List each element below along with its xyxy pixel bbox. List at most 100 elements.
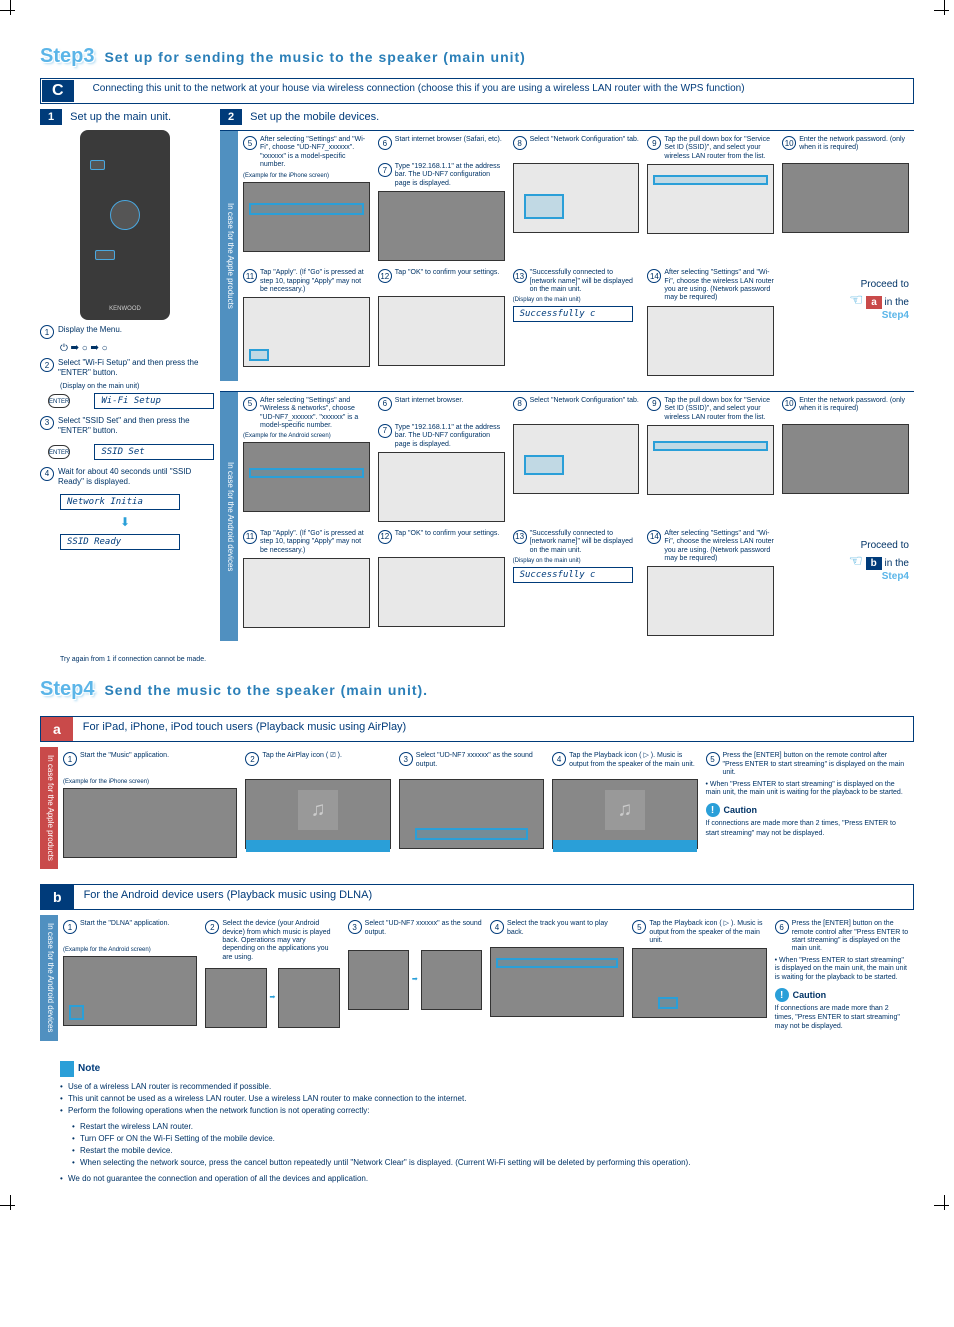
- step-text: After selecting "Settings" and "Wireless…: [260, 397, 370, 431]
- step-number-icon: 13: [513, 269, 527, 283]
- step-cell: 12Tap "OK" to confirm your settings.: [378, 530, 505, 637]
- step-number-icon: 10: [782, 136, 796, 150]
- step4-header: Step4 Send the music to the speaker (mai…: [40, 678, 914, 701]
- remote-illustration: [80, 130, 170, 320]
- step-text: After selecting "Settings" and "Wi-Fi", …: [664, 269, 774, 303]
- step-number-icon: 1: [63, 920, 77, 934]
- mock-screen: [378, 452, 505, 522]
- note-list: Use of a wireless LAN router is recommen…: [60, 1081, 894, 1117]
- crop-mark: [934, 1195, 954, 1215]
- step-text: Select "Network Configuration" tab.: [530, 136, 639, 160]
- mock-screen: [245, 779, 390, 849]
- step-text: Start the "DLNA" application.: [80, 920, 169, 944]
- step-cell: 3Select "UD-NF7 xxxxxx" as the sound out…: [348, 920, 482, 1031]
- step-cell: 12Tap "OK" to confirm your settings.: [378, 269, 505, 376]
- step-number-icon: 2: [245, 752, 259, 766]
- step-number-icon: 2: [205, 920, 219, 934]
- play-bar: [246, 840, 389, 852]
- step-cell: 9Tap the pull down box for "Service Set …: [647, 136, 774, 261]
- caution-text: If connections are made more than 2 time…: [706, 819, 910, 837]
- highlight: [524, 455, 564, 475]
- highlight: [249, 203, 364, 215]
- note-section: Note Use of a wireless LAN router is rec…: [40, 1061, 914, 1185]
- section-c-desc: Connecting this unit to the network at y…: [85, 79, 913, 103]
- proceed-label: Proceed to: [782, 540, 909, 551]
- section-c-header: C Connecting this unit to the network at…: [40, 78, 914, 104]
- example-label: (Example for the iPhone screen): [63, 779, 237, 785]
- note-sub-item: When selecting the network source, press…: [72, 1157, 894, 1169]
- s4b-letter: b: [41, 885, 74, 909]
- display-label: (Display on the main unit): [513, 297, 640, 303]
- s4b-tab: In case for the Android devices: [40, 915, 58, 1040]
- step4-mini: Step4: [882, 571, 909, 582]
- step-cell: 6Start internet browser (Safari, etc). 7…: [378, 136, 505, 261]
- step-text: Enter the network password. (only when i…: [799, 136, 909, 160]
- step-number-icon: 7: [378, 163, 392, 177]
- step-text: Type "192.168.1.1" at the address bar. T…: [395, 163, 505, 188]
- display-label: (Display on the main unit): [60, 383, 210, 390]
- step4-badge: Step4: [40, 678, 94, 701]
- mock-screen: [378, 191, 505, 261]
- mock-screen: [399, 779, 544, 849]
- step4a-section: a For iPad, iPhone, iPod touch users (Pl…: [40, 716, 914, 869]
- note-sub-item: Restart the wireless LAN router.: [72, 1121, 894, 1133]
- mock-screen: [782, 424, 909, 494]
- step-number-icon: 3: [348, 920, 362, 934]
- mock-screen: [647, 164, 774, 234]
- caution-icon: !: [706, 803, 720, 817]
- highlight: [249, 468, 364, 478]
- step-cell: 1Start the "Music" application. (Example…: [63, 752, 237, 858]
- step-number-icon: 8: [513, 136, 527, 150]
- step-cell: 1Start the "DLNA" application. (Example …: [63, 920, 197, 1031]
- note-sub-item: Restart the mobile device.: [72, 1145, 894, 1157]
- step3-header: Step3 Set up for sending the music to th…: [40, 45, 914, 68]
- proceed-label: Proceed to: [782, 279, 909, 290]
- highlight: [653, 175, 768, 185]
- left-column: 1 Set up the main unit. 1 Display the Me…: [40, 104, 210, 651]
- step4-title: Send the music to the speaker (main unit…: [104, 682, 428, 698]
- step-text: Tap the Playback icon ( ▷ ). Music is ou…: [649, 920, 766, 945]
- mock-screen: [63, 956, 197, 1026]
- step-number-icon: 3: [40, 416, 54, 430]
- instruction-4: 4 Wait for about 40 seconds until "SSID …: [40, 467, 210, 488]
- sub1-header: 1 Set up the main unit.: [40, 109, 210, 125]
- caution-box: !Caution If connections are made more th…: [775, 988, 909, 1031]
- example-label: (Example for the Android screen): [243, 433, 370, 439]
- mock-screen: [63, 788, 237, 858]
- mock-screen: [243, 297, 370, 367]
- step-text: Tap the AirPlay icon ( ⎚ ).: [262, 752, 342, 776]
- s4a-title: For iPad, iPhone, iPod touch users (Play…: [73, 717, 416, 741]
- mock-screen: [552, 779, 697, 849]
- note-icon: [60, 1061, 74, 1077]
- step-cell: 13"Successfully connected to [network na…: [513, 269, 640, 376]
- instruction-1: 1 Display the Menu.: [40, 325, 210, 339]
- step-cell: 3Select "UD-NF7 xxxxxx" as the sound out…: [399, 752, 544, 858]
- note-item: Use of a wireless LAN router is recommen…: [60, 1081, 894, 1093]
- highlight: [69, 1005, 84, 1020]
- apple-content: 5After selecting "Settings" and "Wi-Fi",…: [238, 131, 914, 381]
- step-cell: 6Start internet browser. 7Type "192.168.…: [378, 397, 505, 522]
- mock-screen: [278, 968, 339, 1028]
- proceed-android: Proceed to ☜ b in the Step4: [782, 540, 909, 637]
- step3-badge: Step3: [40, 45, 94, 68]
- step-cell: 10Enter the network password. (only when…: [782, 136, 909, 261]
- enter-button-icon: ENTER: [48, 394, 70, 408]
- step-number-icon: 4: [552, 752, 566, 766]
- s4a-tab: In case for the Apple products: [40, 747, 58, 869]
- note-sub-item: Turn OFF or ON the Wi-Fi Setting of the …: [72, 1133, 894, 1145]
- s4a-content: 1Start the "Music" application. (Example…: [58, 747, 914, 869]
- step-number-icon: 11: [243, 530, 257, 544]
- note-item: We do not guarantee the connection and o…: [60, 1173, 894, 1185]
- music-icon: [605, 790, 645, 830]
- apple-section: In case for the Apple products 5After se…: [220, 130, 914, 381]
- step-number-icon: 5: [243, 397, 257, 411]
- step4b-section: b For the Android device users (Playback…: [40, 884, 914, 1040]
- step-cell: 5After selecting "Settings" and "Wi-Fi",…: [243, 136, 370, 261]
- step-text: Tap "Apply". (If "Go" is pressed at step…: [260, 269, 370, 294]
- caution-text: If connections are made more than 2 time…: [775, 1004, 909, 1031]
- hand-icon: ☜: [849, 553, 863, 570]
- s4b-header: b For the Android device users (Playback…: [40, 884, 914, 910]
- step-cell: 2Select the device (your Android device)…: [205, 920, 339, 1031]
- mock-screen: [421, 950, 482, 1010]
- step-number-icon: 4: [490, 920, 504, 934]
